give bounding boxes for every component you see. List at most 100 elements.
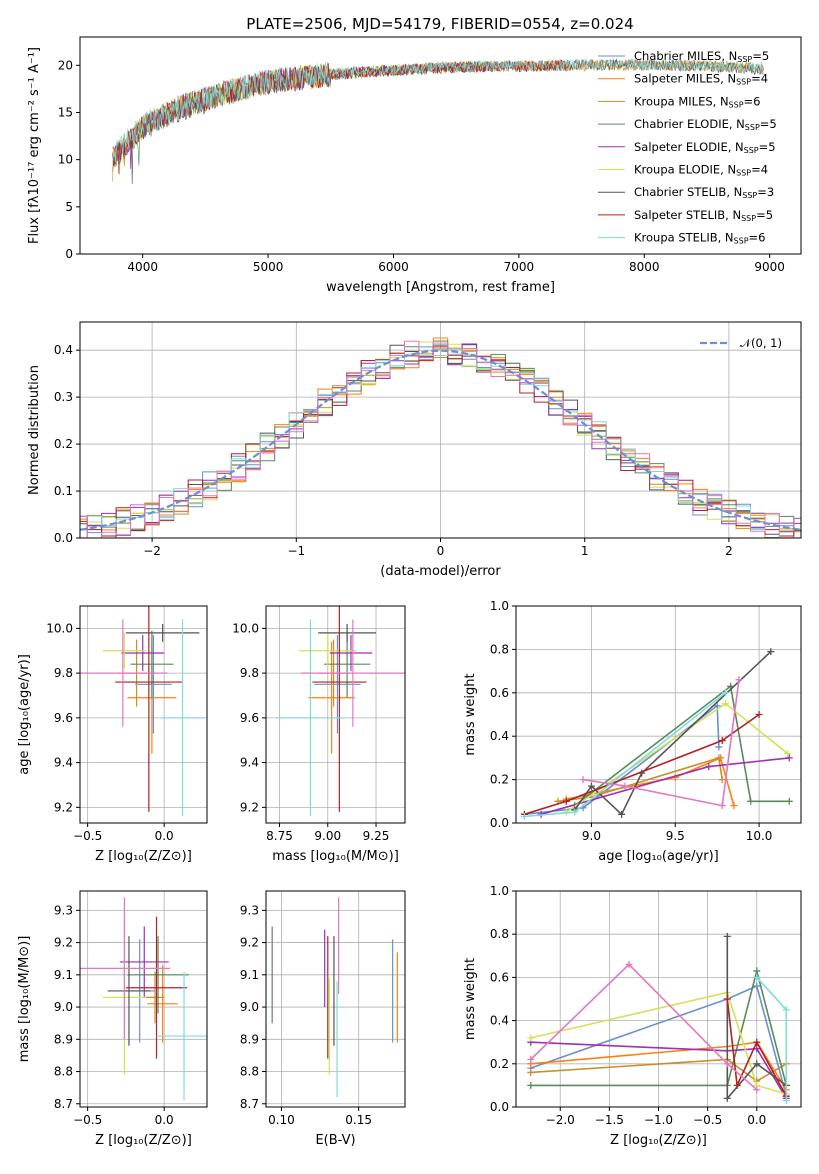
data-point-marker: [722, 689, 730, 697]
chart-age_vs_mass: 8.75 9.00 9.25 9.2 9.4 9.6 9.8 10.0 mass [log₁₀(…: [232, 605, 406, 864]
data-point-marker: [753, 967, 761, 975]
data-point-marker: [705, 763, 713, 771]
data-point-marker: [718, 802, 726, 810]
weight-series-line: [726, 998, 788, 1097]
axes-frame: [79, 890, 208, 1108]
axes-frame: [79, 605, 208, 824]
y-tick-label: 20: [58, 58, 73, 72]
x-tick-label: 8.75: [266, 829, 293, 843]
weight-series-line: [557, 756, 723, 803]
legend-entry: Chabrier ELODIE, NSSP=5: [634, 117, 777, 132]
y-tick-label: 0.8: [490, 927, 509, 941]
x-tick-label: 9.00: [314, 829, 341, 843]
x-tick-label: −1.5: [595, 1113, 624, 1127]
data-point-marker: [723, 1094, 731, 1102]
chart-residuals: −2 −1 0 1 2 0.0 0.1 0.2 0.3 0.4 (data-model)/error…: [27, 321, 802, 579]
histogram-step: [80, 346, 801, 537]
y-axis-label: age [log₁₀(age/yr)]: [17, 654, 32, 775]
data-point-marker: [735, 676, 743, 684]
y-tick-label: 8.7: [240, 1097, 259, 1111]
data-point-marker: [713, 702, 721, 710]
y-tick-label: 9.6: [240, 711, 259, 725]
axes-frame: [79, 36, 802, 255]
x-axis-label: Z [log₁₀(Z/Z⊙)]: [95, 1133, 192, 1148]
x-tick-label: 7000: [504, 260, 535, 274]
x-axis-label: age [log₁₀(age/yr)]: [598, 849, 719, 864]
y-tick-label: 0.6: [490, 686, 509, 700]
y-tick-label: 9.6: [54, 711, 73, 725]
legend-entry: Chabrier STELIB, NSSP=3: [634, 185, 774, 200]
data-point-marker: [718, 776, 726, 784]
x-tick-label: −1: [287, 544, 305, 558]
data-point-marker: [755, 711, 763, 718]
y-tick-label: 9.1: [240, 968, 259, 982]
data-point-marker: [621, 782, 629, 790]
x-axis-label: E(B-V): [315, 1133, 355, 1148]
data-point-marker: [747, 797, 755, 805]
x-tick-label: 2: [725, 544, 733, 558]
x-tick-label: −0.5: [73, 1113, 102, 1127]
y-tick-label: 10.0: [46, 621, 73, 635]
weight-series-line: [530, 984, 788, 1097]
data-point-marker: [782, 1006, 790, 1014]
x-tick-label: −2: [143, 544, 161, 558]
y-tick-label: 8.8: [54, 1065, 73, 1079]
x-axis-label: Z [log₁₀(Z/Z⊙)]: [610, 1133, 707, 1148]
y-tick-label: 9.0: [54, 1000, 73, 1014]
y-tick-label: 0.4: [490, 729, 509, 743]
y-axis-label: mass [log₁₀(M/M⊙)]: [17, 936, 32, 1063]
x-tick-label: 5000: [253, 260, 284, 274]
histogram-step: [80, 350, 801, 532]
x-tick-label: 0.0: [747, 1113, 766, 1127]
x-tick-label: 1: [581, 544, 589, 558]
y-tick-label: 0.3: [54, 390, 73, 404]
x-tick-label: −2.0: [546, 1113, 575, 1127]
axes-frame: [515, 605, 802, 824]
y-tick-label: 9.2: [54, 800, 73, 814]
y-tick-label: 9.1: [54, 968, 73, 982]
data-point-marker: [753, 973, 761, 981]
legend-entry: Kroupa MILES, NSSP=6: [634, 94, 760, 109]
legend-entry: Chabrier MILES, NSSP=5: [634, 49, 769, 64]
data-point-marker: [562, 797, 570, 805]
y-tick-label: 0.2: [490, 773, 509, 787]
y-tick-label: 0.0: [490, 1100, 509, 1114]
y-tick-label: 0.4: [54, 343, 73, 357]
y-tick-label: 9.2: [54, 936, 73, 950]
data-point-marker: [785, 797, 793, 805]
weight-series-line: [574, 651, 772, 816]
data-point-marker: [753, 982, 761, 990]
legend-entry: Salpeter MILES, NSSP=4: [634, 72, 768, 87]
y-axis-label: Normed distribution: [27, 365, 42, 495]
y-tick-label: 0.0: [54, 531, 73, 545]
data-point-marker: [753, 1038, 761, 1046]
chart-weight_vs_Z: −2.0 −1.5 −1.0 −0.5 0.0 0.0 0.2 0.4 0.6 0.8 1.0 Z […: [463, 884, 802, 1148]
y-tick-label: 9.8: [54, 666, 73, 680]
y-tick-label: 0.2: [54, 437, 73, 451]
y-tick-label: 0.8: [490, 642, 509, 656]
x-tick-label: 8000: [629, 260, 660, 274]
x-tick-label: 9.0: [582, 829, 601, 843]
x-tick-label: 10.0: [746, 829, 773, 843]
y-tick-label: 9.4: [240, 756, 259, 770]
weight-series-line: [530, 970, 788, 1087]
legend-entry: Kroupa ELODIE, NSSP=4: [634, 163, 768, 178]
axes-frame: [265, 890, 406, 1108]
data-point-marker: [733, 1081, 741, 1089]
data-point-marker: [723, 932, 731, 940]
x-axis-label: wavelength [Angstrom, rest frame]: [326, 280, 555, 295]
y-tick-label: 9.8: [240, 666, 259, 680]
y-tick-label: 9.4: [54, 756, 73, 770]
y-tick-label: 0: [65, 247, 73, 261]
x-tick-label: 6000: [378, 260, 409, 274]
data-point-marker: [625, 960, 633, 968]
y-tick-label: 1.0: [490, 884, 509, 898]
y-tick-label: 5: [65, 200, 73, 214]
y-axis-label: Flux [fλ10⁻¹⁷ erg cm⁻² s⁻¹ A⁻¹]: [27, 47, 42, 244]
x-tick-label: 9.5: [666, 829, 685, 843]
data-point-marker: [587, 782, 595, 790]
legend-entry: Salpeter ELODIE, NSSP=5: [634, 140, 776, 155]
data-point-marker: [571, 808, 579, 816]
figure-title: PLATE=2506, MJD=54179, FIBERID=0554, z=0…: [246, 15, 633, 33]
